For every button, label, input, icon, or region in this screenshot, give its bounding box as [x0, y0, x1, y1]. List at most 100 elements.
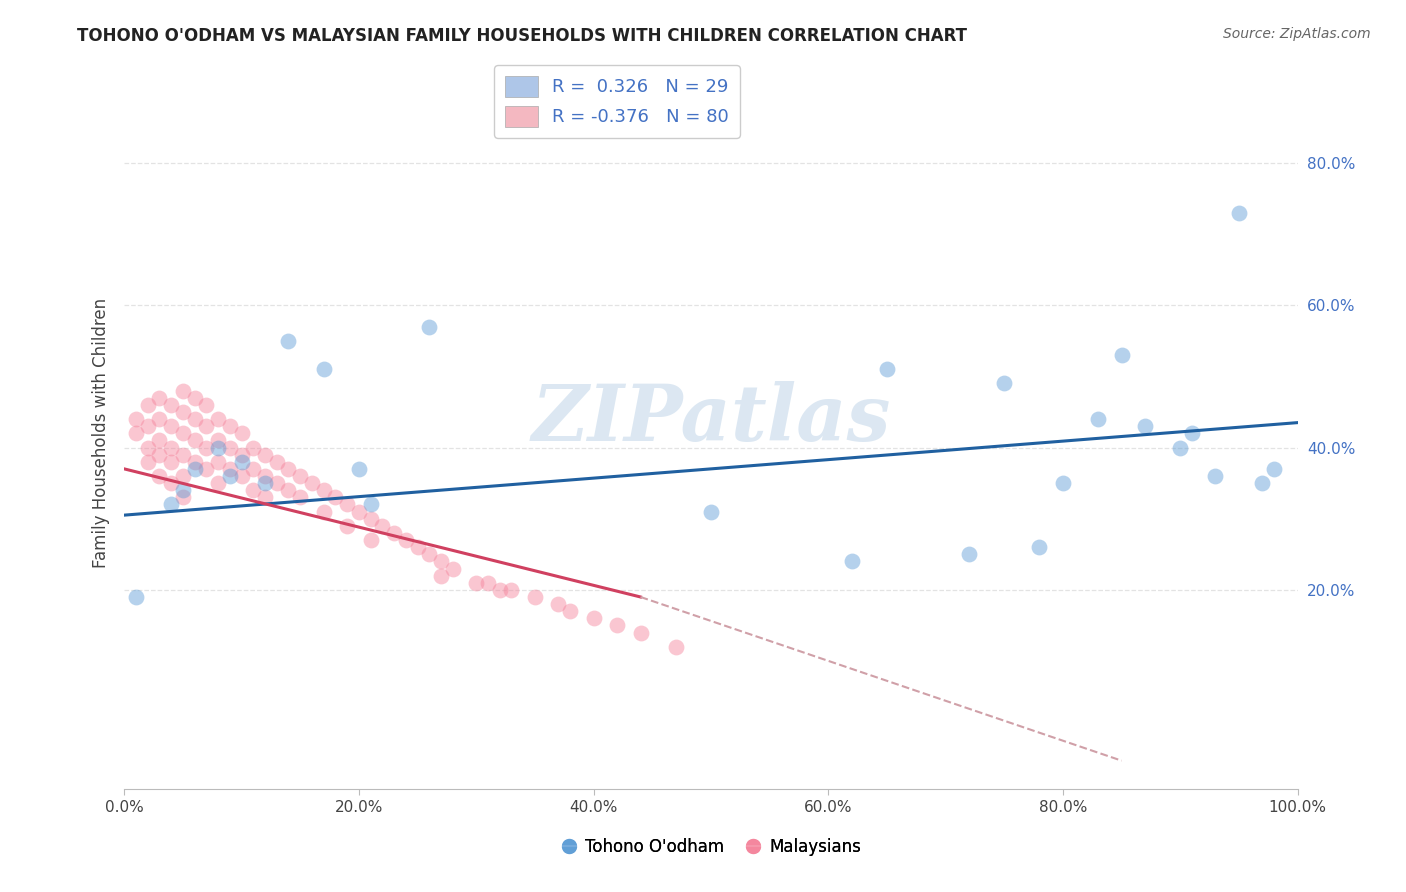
Point [183, 462, 205, 476]
Point [148, 448, 170, 462]
Point [195, 398, 218, 412]
Point [957, 547, 980, 561]
Point [242, 483, 264, 498]
Point [430, 568, 453, 582]
Point [1251, 476, 1274, 491]
Point [266, 455, 288, 469]
Point [148, 469, 170, 483]
Point [148, 434, 170, 448]
Point [477, 575, 499, 590]
Text: ZIPatlas: ZIPatlas [531, 381, 890, 458]
Point [125, 426, 148, 441]
Point [430, 554, 453, 568]
Point [277, 462, 299, 476]
Point [183, 391, 205, 405]
Point [195, 441, 218, 455]
Point [136, 441, 159, 455]
Point [160, 476, 183, 491]
Point [1087, 412, 1109, 426]
Point [172, 491, 194, 505]
Point [195, 462, 218, 476]
Text: TOHONO O'ODHAM VS MALAYSIAN FAMILY HOUSEHOLDS WITH CHILDREN CORRELATION CHART: TOHONO O'ODHAM VS MALAYSIAN FAMILY HOUSE… [77, 27, 967, 45]
Point [1111, 348, 1133, 362]
Point [253, 476, 276, 491]
Point [841, 554, 863, 568]
Point [277, 483, 299, 498]
Point [1263, 462, 1285, 476]
Point [1168, 441, 1191, 455]
Point [160, 455, 183, 469]
Point [183, 455, 205, 469]
Point [290, 469, 312, 483]
Point [125, 412, 148, 426]
Point [136, 455, 159, 469]
Point [606, 618, 628, 632]
Point [172, 384, 194, 398]
Point [1227, 205, 1250, 219]
Point [360, 533, 382, 547]
Point [700, 505, 723, 519]
Point [876, 362, 898, 376]
Point [1181, 426, 1204, 441]
Point [418, 319, 440, 334]
Point [371, 518, 394, 533]
Point [312, 362, 335, 376]
Point [665, 640, 688, 654]
Point [290, 491, 312, 505]
Point [136, 398, 159, 412]
Point [231, 469, 253, 483]
Point [418, 547, 440, 561]
Point [547, 597, 569, 611]
Point [172, 405, 194, 419]
Point [1028, 540, 1050, 554]
Point [218, 469, 240, 483]
Point [125, 590, 148, 604]
Point [558, 604, 581, 618]
Point [266, 476, 288, 491]
Point [993, 376, 1015, 391]
Point [148, 391, 170, 405]
Point [218, 462, 240, 476]
Point [207, 441, 229, 455]
Point [148, 412, 170, 426]
Point [336, 498, 359, 512]
Point [172, 448, 194, 462]
Point [160, 398, 183, 412]
Point [207, 476, 229, 491]
Point [1133, 419, 1156, 434]
Point [312, 483, 335, 498]
Point [395, 533, 418, 547]
Point [218, 441, 240, 455]
Point [347, 462, 370, 476]
Point [183, 412, 205, 426]
Legend: Tohono O'odham, Malaysians: Tohono O'odham, Malaysians [554, 831, 868, 863]
Point [1052, 476, 1074, 491]
Point [465, 575, 488, 590]
Point [242, 441, 264, 455]
Point [172, 483, 194, 498]
Point [523, 590, 546, 604]
Point [172, 469, 194, 483]
Point [630, 625, 652, 640]
Point [207, 434, 229, 448]
Point [1205, 469, 1227, 483]
Point [325, 491, 347, 505]
Point [312, 505, 335, 519]
Point [160, 441, 183, 455]
Point [253, 448, 276, 462]
Point [301, 476, 323, 491]
Y-axis label: Family Households with Children: Family Households with Children [93, 298, 110, 568]
Point [183, 434, 205, 448]
Point [218, 419, 240, 434]
Point [488, 582, 510, 597]
Point [360, 498, 382, 512]
Point [501, 582, 523, 597]
Point [231, 426, 253, 441]
Point [136, 419, 159, 434]
Text: Source: ZipAtlas.com: Source: ZipAtlas.com [1223, 27, 1371, 41]
Point [160, 498, 183, 512]
Point [347, 505, 370, 519]
Point [160, 419, 183, 434]
Point [195, 419, 218, 434]
Point [360, 511, 382, 525]
